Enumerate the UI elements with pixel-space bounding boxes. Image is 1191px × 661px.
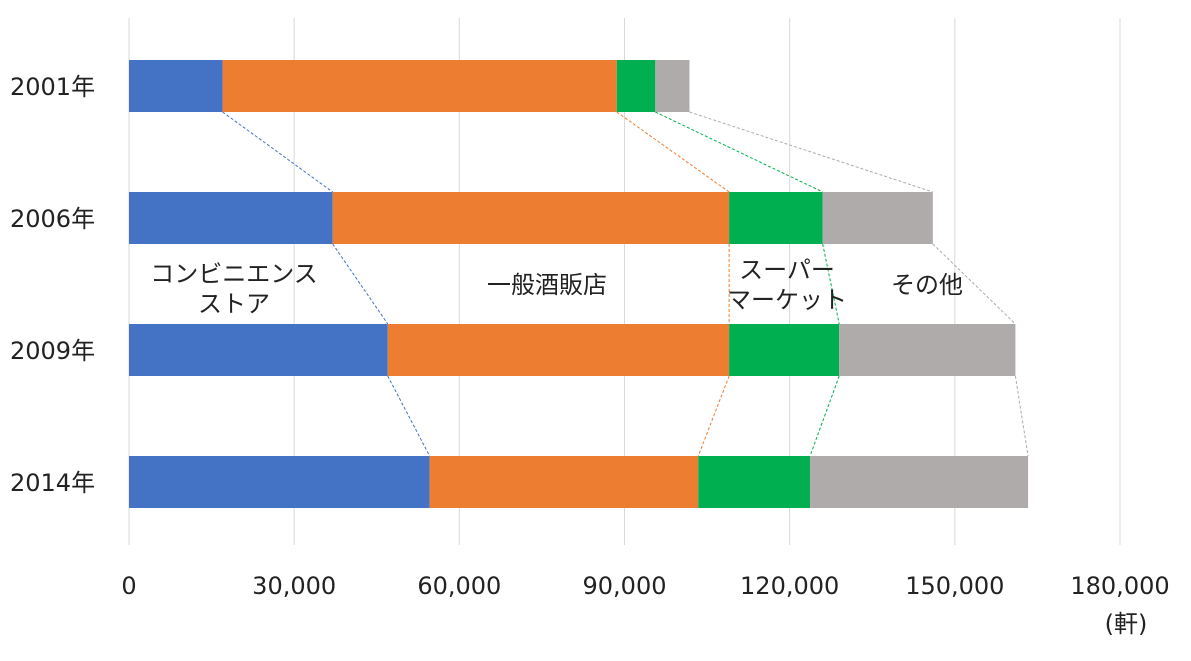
x-tick-label-4: 120,000 xyxy=(740,572,839,600)
bar-0-series-3 xyxy=(655,60,690,112)
connector-0-series-0 xyxy=(222,111,333,193)
connector-1-series-3 xyxy=(932,243,1016,325)
bar-1-series-1 xyxy=(332,192,730,244)
connector-2-series-1 xyxy=(697,375,730,457)
series-label-3: その他 xyxy=(891,271,963,299)
category-label-3: 2014年 xyxy=(10,469,95,497)
x-tick-label-5: 150,000 xyxy=(905,572,1004,600)
x-tick-labels: 0 30,000 60,000 90,000 120,000 150,000 180,000 xyxy=(121,572,1169,600)
bar-1-series-3 xyxy=(822,192,933,244)
bar-1-series-0 xyxy=(129,192,333,244)
connector-lines xyxy=(222,111,1029,457)
connector-0-series-1 xyxy=(616,111,730,193)
category-labels: 2001年 2006年 2009年 2014年 xyxy=(10,73,95,497)
series-label-2: スーパーマーケット xyxy=(727,256,847,314)
connector-2-series-2 xyxy=(809,375,840,457)
connector-1-series-0 xyxy=(332,243,389,325)
bar-0-series-1 xyxy=(222,60,617,112)
connector-0-series-3 xyxy=(689,111,933,193)
series-labels: コンビニエンスストア 一般酒販店 スーパーマーケット その他 xyxy=(150,256,963,318)
category-label-1: 2006年 xyxy=(10,205,95,233)
bar-3-series-3 xyxy=(810,456,1029,508)
x-tick-label-1: 30,000 xyxy=(252,572,336,600)
bar-2-series-0 xyxy=(129,324,388,376)
category-label-2: 2009年 xyxy=(10,337,95,365)
bar-2-series-1 xyxy=(387,324,730,376)
bar-2-series-2 xyxy=(729,324,840,376)
x-tick-label-0: 0 xyxy=(121,572,136,600)
x-tick-label-2: 60,000 xyxy=(417,572,501,600)
x-tick-label-6: 180,000 xyxy=(1070,572,1169,600)
connector-0-series-2 xyxy=(655,111,823,193)
series-label-1: 一般酒販店 xyxy=(487,271,607,299)
bar-0-series-2 xyxy=(616,60,656,112)
connector-2-series-3 xyxy=(1014,375,1029,457)
bars xyxy=(129,60,1029,508)
bar-3-series-0 xyxy=(129,456,430,508)
series-label-0: コンビニエンスストア xyxy=(150,260,318,318)
connector-1-series-2 xyxy=(822,243,840,325)
connector-2-series-0 xyxy=(387,375,431,457)
x-tick-label-3: 90,000 xyxy=(583,572,667,600)
unit-label: (軒) xyxy=(1105,610,1148,638)
bar-2-series-3 xyxy=(839,324,1016,376)
category-label-0: 2001年 xyxy=(10,73,95,101)
bar-0-series-0 xyxy=(129,60,223,112)
bar-1-series-2 xyxy=(729,192,823,244)
bar-3-series-1 xyxy=(429,456,699,508)
bar-3-series-2 xyxy=(698,456,811,508)
